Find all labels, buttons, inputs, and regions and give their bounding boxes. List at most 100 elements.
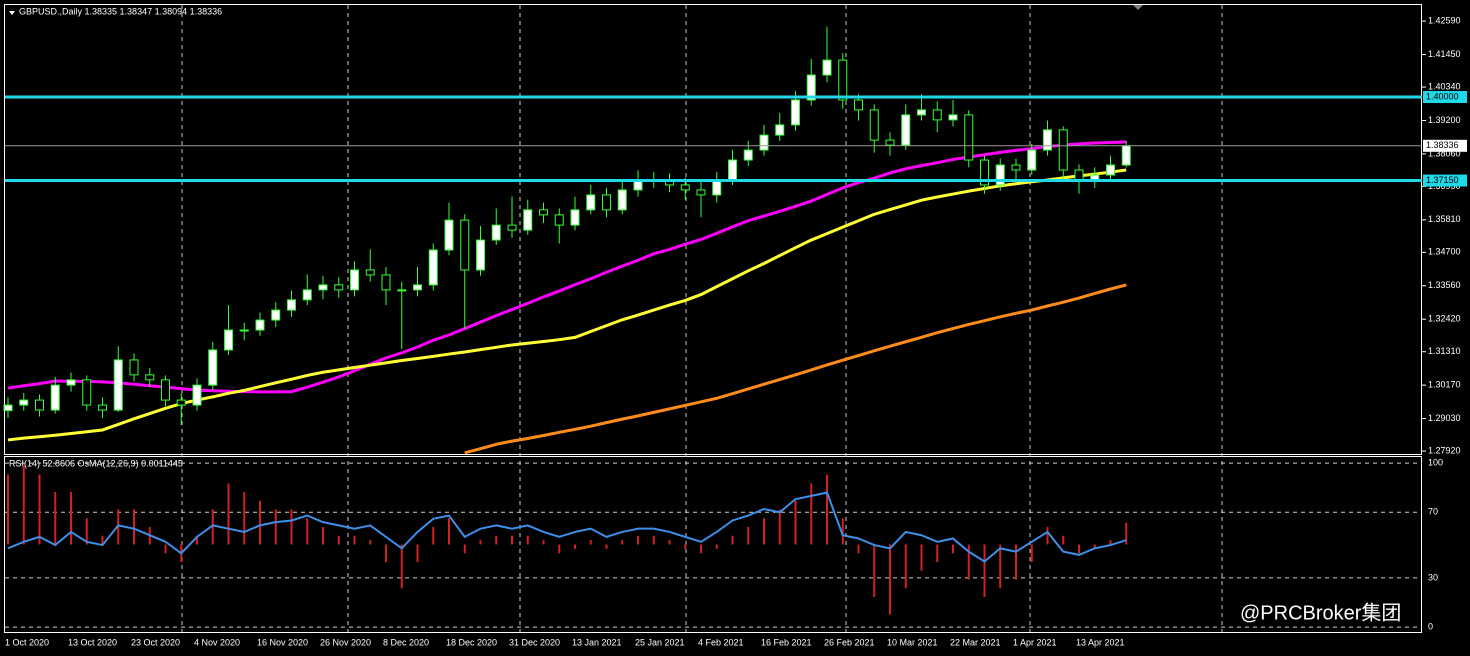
osma-bar [700,544,702,554]
osma-bar [337,535,340,545]
osma-bar [542,540,545,545]
osma-bar [196,535,198,545]
candle-body [869,109,879,141]
candle-body [161,379,170,401]
osma-bar [841,518,844,545]
osma-bar [495,535,498,545]
candle-body [428,249,438,286]
candle-body [586,194,596,211]
level-box [1423,174,1467,187]
level-label: 1.37150 [1426,175,1459,185]
osma-bar [747,527,750,545]
candle-body [617,189,627,211]
y-tick-label: 1.33560 [1428,280,1461,290]
candle-body [1074,169,1084,181]
osma-bar [1125,522,1128,545]
candle-body [239,329,249,332]
y-tick-label: 1.38060 [1428,148,1461,158]
candle-body [523,209,533,231]
osma-bar [259,500,261,545]
osma-bar [463,544,466,554]
candle-body [838,59,848,101]
candle-body [66,379,76,386]
candle-body [460,219,470,271]
y-tick-label: 1.27920 [1428,445,1461,455]
osma-bar [589,540,592,545]
candle-body [759,134,769,151]
osma-bar [873,544,876,597]
osma-bar [322,527,324,545]
osma-bar [574,544,576,549]
osma-bar [1078,544,1080,554]
candle-body [98,404,107,411]
x-tick-label: 10 Mar 2021 [887,637,938,647]
osma-bar [1109,540,1112,545]
osma-bar [1062,535,1065,545]
osma-bar [794,500,797,545]
candle-body [1043,129,1052,151]
x-tick-label: 4 Feb 2021 [698,637,744,647]
y-tick-label: 1.29030 [1428,413,1461,423]
osma-bar [70,492,72,545]
candle-body [35,399,44,411]
osma-bar [448,518,450,545]
osma-bar [133,509,135,545]
price-panel-frame [4,4,1422,455]
candle-body [743,149,753,161]
osma-bar [826,474,828,545]
candle-body [334,284,344,291]
candle-body [791,99,800,126]
y-tick-label: 70 [1428,507,1438,517]
candle-body [948,114,958,121]
osma-bar [22,465,25,545]
y-tick-label: 1.31310 [1428,346,1461,356]
osma-bar [731,535,734,545]
osma-bar [778,509,781,545]
x-tick-label: 1 Oct 2020 [5,637,49,647]
candle-body [397,289,407,292]
y-tick-label: 1.35810 [1428,214,1461,224]
osma-bar [1015,544,1017,580]
candle-body [145,374,155,381]
osma-bar [416,544,419,562]
candle-body [917,109,926,116]
candle-body [208,349,218,386]
candle-body [1106,164,1115,176]
x-tick-label: 26 Nov 2020 [320,637,371,647]
osma-bar [7,474,9,545]
osma-bar [101,535,104,545]
osma-bar [558,544,561,554]
candle-body [224,329,233,351]
shift-marker [1133,5,1143,10]
y-tick-label: 1.40340 [1428,81,1461,91]
x-tick-label: 23 Oct 2020 [131,637,180,647]
y-tick-label: 1.42590 [1428,15,1461,25]
candle-body [854,99,863,111]
osma-bar [668,540,671,545]
watermark: @PRCBroker集团 [1240,601,1401,624]
osma-bar [227,483,230,545]
candle-body [932,109,942,121]
candle-body [476,239,485,271]
x-tick-label: 18 Dec 2020 [446,637,497,647]
osma-bar [38,474,41,545]
osma-bar [117,509,120,545]
candle-body [19,399,29,406]
candle-body [413,284,422,291]
osma-bar [369,540,372,545]
y-tick-label: 30 [1428,572,1438,582]
candle-body [712,179,722,196]
x-tick-label: 13 Apr 2021 [1076,637,1125,647]
osma-bar [243,492,246,545]
osma-bar [889,544,891,615]
osma-bar [637,535,639,545]
candle-body [507,224,517,231]
candle-body [192,384,202,406]
osma-bar [952,544,954,554]
moving-average [464,283,1127,455]
osma-bar [274,509,277,545]
candle-body [255,319,265,331]
osma-bar [920,544,923,571]
candle-body [129,359,139,376]
